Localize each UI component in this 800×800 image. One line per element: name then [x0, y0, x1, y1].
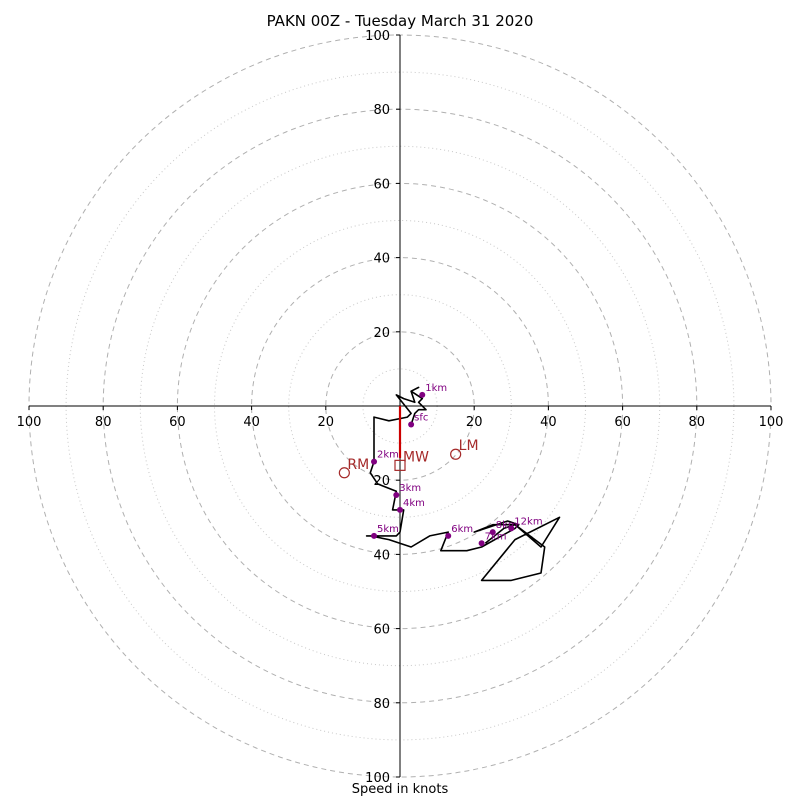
height-marker-label: 6km: [451, 524, 473, 535]
mean-wind-marker: [394, 459, 406, 471]
height-marker-label: 5km: [377, 524, 399, 535]
y-tick-label: 40: [373, 252, 390, 267]
storm-motion-label: MW: [403, 449, 429, 465]
height-marker-label: 4km: [403, 498, 425, 509]
height-marker-label: 3km: [399, 483, 421, 494]
height-marker-label: 7km: [485, 531, 507, 542]
hodograph-trace: [365, 386, 561, 582]
x-tick-label: 40: [540, 415, 557, 430]
height-marker-dot: [478, 540, 485, 547]
hodograph-trace-group: [365, 386, 561, 582]
x-tick-label: 100: [759, 415, 784, 430]
height-marker-dot: [371, 458, 378, 465]
x-tick-label: 60: [614, 415, 631, 430]
y-tick-label: 80: [373, 697, 390, 712]
x-tick-label: 40: [243, 415, 260, 430]
y-tick-label: 60: [373, 177, 390, 192]
height-marker-dot: [371, 532, 378, 539]
x-tick-label: 20: [466, 415, 483, 430]
y-tick-label: 100: [365, 771, 390, 786]
height-marker-dot: [393, 492, 400, 499]
x-axis-label: Speed in knots: [351, 782, 449, 797]
tick-labels: 100 80 60 40 20 20 40 60 80 100 100 80 60 40 20 20 40 60 8…: [17, 29, 784, 786]
x-tick-label: 60: [169, 415, 186, 430]
storm-motion-marker: [450, 448, 462, 460]
y-tick-label: 40: [373, 548, 390, 563]
chart-title: PAKN 00Z - Tuesday March 31 2020: [266, 12, 534, 30]
height-marker-label: 2km: [377, 450, 399, 461]
y-tick-label: 100: [365, 29, 390, 44]
storm-motion-label: RM: [347, 457, 369, 473]
height-marker-dot: [489, 529, 496, 536]
height-marker-label: 1km: [425, 383, 447, 394]
storm-motion-group: RM LM MW: [338, 406, 479, 479]
y-tick-label: 20: [373, 474, 390, 489]
x-tick-label: 80: [95, 415, 112, 430]
storm-motion-marker: [338, 467, 350, 479]
height-marker-dot: [408, 421, 415, 428]
height-marker-dot: [397, 506, 403, 513]
y-tick-label: 60: [373, 623, 390, 638]
y-tick-label: 80: [373, 103, 390, 118]
y-tick-label: 20: [373, 326, 390, 341]
height-marker-label: 12km: [514, 516, 542, 527]
height-marker-dot: [508, 525, 515, 532]
x-tick-label: 100: [17, 415, 42, 430]
x-tick-label: 20: [318, 415, 335, 430]
height-marker-dot: [445, 532, 452, 539]
height-marker-label: sfc: [414, 413, 428, 424]
height-marker-dot: [419, 391, 426, 398]
storm-motion-label: LM: [459, 438, 479, 454]
height-marker-label: 8km: [496, 520, 518, 531]
x-tick-label: 80: [689, 415, 706, 430]
